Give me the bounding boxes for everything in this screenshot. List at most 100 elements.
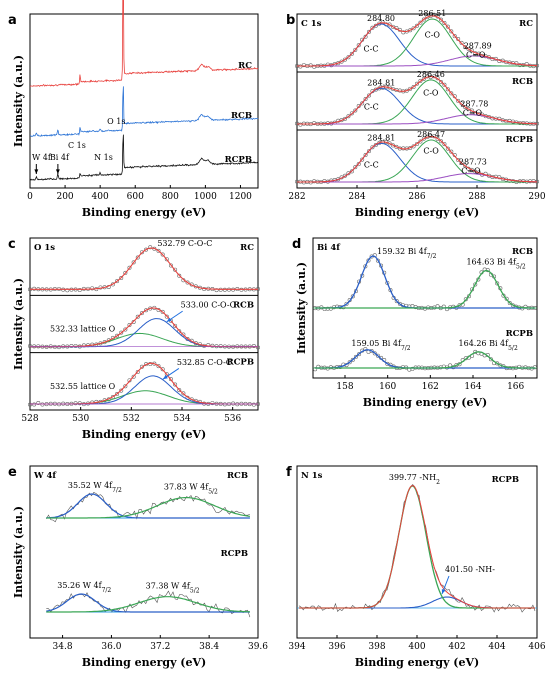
raw-data-point xyxy=(445,146,450,151)
peak-position-label: 532.55 lattice O xyxy=(50,382,116,391)
raw-data-point xyxy=(350,357,355,362)
raw-data-point xyxy=(394,144,399,149)
peak-annotation: N 1s xyxy=(94,153,113,162)
raw-data-point xyxy=(144,308,149,313)
raw-data-point xyxy=(185,280,190,285)
panel-label: e xyxy=(8,465,17,480)
x-tick-label: 36.0 xyxy=(101,642,121,652)
raw-data-point xyxy=(160,367,165,372)
raw-data-point xyxy=(255,345,260,350)
raw-data-point xyxy=(353,354,358,359)
raw-data-point xyxy=(115,333,120,338)
x-tick-label: 530 xyxy=(72,414,89,424)
raw-data-point xyxy=(459,160,464,165)
raw-data-point xyxy=(411,26,416,31)
raw-data-point xyxy=(360,101,365,106)
raw-data-point xyxy=(349,51,354,56)
x-tick-label: 534 xyxy=(173,414,190,424)
y-axis-label: Intensity (a.u.) xyxy=(12,55,25,147)
x-axis-label: Binding energy (eV) xyxy=(82,656,207,669)
raw-data-point xyxy=(156,364,161,369)
raw-data-point xyxy=(363,34,368,39)
x-tick-label: 1000 xyxy=(194,192,217,202)
raw-data-point xyxy=(356,104,361,109)
x-tick-label: 288 xyxy=(468,192,485,202)
annotation-arrow-head xyxy=(162,375,168,380)
survey-line-RCPB xyxy=(29,134,259,182)
raw-data-point xyxy=(119,388,124,393)
raw-data-point xyxy=(160,309,165,314)
panel-label: f xyxy=(286,465,292,480)
bond-label: C-C xyxy=(364,44,379,53)
sample-label: RCB xyxy=(233,300,254,310)
component-curve-W4f52 xyxy=(46,596,250,613)
raw-data-point xyxy=(473,282,478,287)
raw-data-point xyxy=(173,323,178,328)
raw-data-point xyxy=(339,59,344,64)
panel-c: 528 530 532 534 536 Binding energy (eV) Intens… xyxy=(8,237,260,441)
raw-data-point xyxy=(164,314,169,319)
peak-position-label: 37.83 W 4f5/2 xyxy=(164,483,218,496)
raw-data-point xyxy=(251,343,256,348)
x-tick-label: 282 xyxy=(288,192,305,202)
bond-label: C-O xyxy=(423,146,439,155)
peak-position-label: 164.63 Bi 4f5/2 xyxy=(466,258,525,271)
raw-data-point xyxy=(373,87,378,92)
peak-position-label: 532.33 lattice O xyxy=(50,324,116,333)
x-tick-label: 394 xyxy=(288,642,305,652)
component-curve-W4f72 xyxy=(46,493,250,519)
fit-envelope xyxy=(297,75,537,125)
raw-data-point xyxy=(449,29,454,34)
peak-annotation: W 4f xyxy=(32,153,52,162)
x-tick-label: 402 xyxy=(448,642,465,652)
raw-data-point xyxy=(408,28,413,33)
panel-label: c xyxy=(8,237,16,252)
panel-label: d xyxy=(292,237,301,252)
x-tick-label: 800 xyxy=(162,192,179,202)
raw-data-point xyxy=(456,158,461,163)
x-tick-label: 284 xyxy=(348,192,365,202)
component-curve-Bi4f52 xyxy=(315,269,535,309)
raw-data-point xyxy=(375,353,380,358)
x-tick-label: 162 xyxy=(422,382,439,392)
annotation-arrow-head xyxy=(55,169,60,174)
annotation-arrow-head xyxy=(166,317,172,322)
core-level-title: W 4f xyxy=(33,471,57,481)
x-tick-label: 290 xyxy=(528,192,545,202)
raw-data-point xyxy=(449,149,454,154)
raw-data-point xyxy=(32,286,37,291)
peak-position-label: 287.73 xyxy=(459,157,487,166)
bond-label: C-O xyxy=(423,88,439,97)
x-axis-label: Binding energy (eV) xyxy=(355,656,480,669)
bond-label: C-O xyxy=(425,30,441,39)
raw-data-point xyxy=(156,248,161,253)
raw-data-point xyxy=(372,351,377,356)
peak-position-label: 287.78 xyxy=(460,99,488,108)
raw-data-point xyxy=(135,314,140,319)
raw-data-point xyxy=(459,40,464,45)
x-tick-label: 39.6 xyxy=(248,642,268,652)
raw-data-point xyxy=(119,330,124,335)
raw-spectrum xyxy=(298,484,536,613)
raw-data-point xyxy=(366,93,371,98)
panel-e: 34.8 36.0 37.2 38.4 39.6 Binding energy (eV) I… xyxy=(8,465,268,669)
peak-position-label: 532.85 C-O-C xyxy=(177,358,232,367)
x-tick-label: 286 xyxy=(408,192,425,202)
panel-b: 282 284 286 288 290 Binding energy (eV) b C 1s R… xyxy=(286,9,546,219)
raw-data-point xyxy=(418,78,423,83)
raw-data-point xyxy=(390,24,395,29)
peak-annotation: O 1s xyxy=(107,117,125,126)
raw-data-point xyxy=(214,288,219,293)
raw-data-point xyxy=(73,401,78,406)
peak-position-label: 284.81 xyxy=(367,78,395,87)
sample-label: RCB xyxy=(231,111,252,121)
raw-data-point xyxy=(435,136,440,141)
x-tick-label: 166 xyxy=(507,382,524,392)
raw-data-point xyxy=(308,63,313,68)
raw-data-point xyxy=(414,81,419,86)
x-tick-label: 200 xyxy=(56,192,73,202)
peak-position-label: 286.47 xyxy=(417,130,445,139)
raw-data-point xyxy=(342,57,347,62)
raw-data-point xyxy=(466,46,471,51)
